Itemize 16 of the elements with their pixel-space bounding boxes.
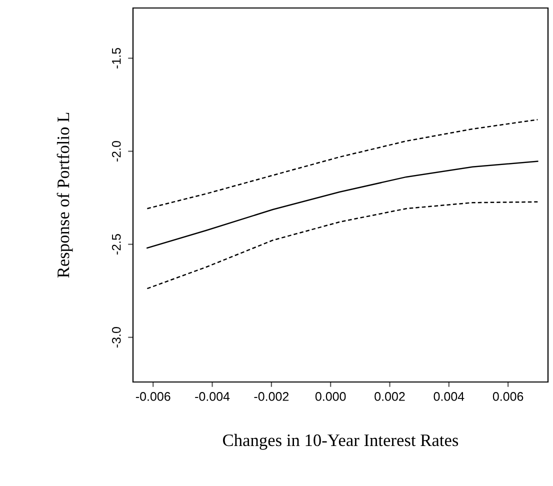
y-tick-label: -2.5 bbox=[112, 234, 121, 255]
line-series bbox=[146, 201, 538, 290]
x-tick-label: 0.002 bbox=[374, 392, 405, 401]
y-tick-label: -1.5 bbox=[112, 48, 121, 68]
y-tick-label: -2.0 bbox=[112, 140, 121, 162]
x-tick-label: 0.000 bbox=[315, 392, 346, 401]
x-tick-label: 0.006 bbox=[492, 392, 524, 401]
line-series bbox=[146, 119, 538, 210]
y-axis-title: Response of Portfolio L bbox=[56, 112, 73, 278]
x-tick-label: 0.004 bbox=[434, 392, 464, 401]
x-axis-title: Changes in 10-Year Interest Rates bbox=[223, 434, 458, 450]
line-series bbox=[146, 160, 538, 249]
x-tick-label: -0.004 bbox=[195, 392, 230, 401]
x-tick-label: -0.006 bbox=[136, 392, 170, 401]
x-tick-label: -0.002 bbox=[254, 392, 289, 401]
y-tick-label: -3.0 bbox=[112, 327, 121, 348]
